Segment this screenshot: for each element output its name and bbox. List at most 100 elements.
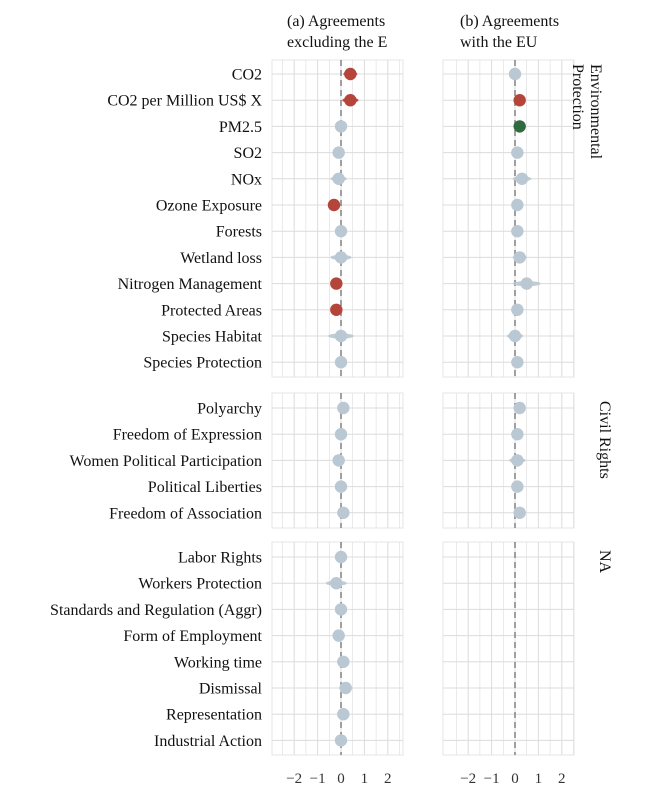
strip-label-line: Protection — [569, 64, 586, 130]
estimate-a-form-of-employment — [332, 629, 345, 642]
row-label-women-political-participation: Women Political Participation — [70, 453, 262, 470]
point-b-nitrogen-management — [512, 277, 541, 290]
panel-b-environmental-protection — [442, 59, 575, 378]
strip-labels: EnvironmentalProtection Civil Rights NA — [569, 64, 613, 574]
strip-label-line: Civil Rights — [596, 401, 613, 479]
estimate-a-nox — [332, 172, 345, 185]
point-b-so2 — [511, 146, 524, 159]
panel-a-environmental-protection — [271, 59, 404, 378]
x-tick-a-0: −2 — [286, 771, 302, 787]
point-a-nox — [330, 172, 347, 185]
row-label-ozone-exposure: Ozone Exposure — [156, 198, 262, 215]
estimate-a-wetland-loss — [334, 251, 348, 264]
estimate-a-workers-protection — [330, 577, 343, 590]
row-label-industrial-action: Industrial Action — [154, 733, 262, 750]
point-a-wetland-loss — [330, 251, 352, 264]
row-label-form-of-employment: Form of Employment — [123, 628, 262, 645]
point-b-protected-areas — [511, 303, 524, 316]
estimate-a-species-habitat — [334, 329, 348, 343]
point-a-political-liberties — [334, 480, 348, 493]
row-label-representation: Representation — [166, 707, 262, 724]
estimate-a-working-time — [337, 655, 350, 668]
row-label-wetland-loss: Wetland loss — [180, 250, 262, 267]
estimate-a-labor-rights — [334, 550, 348, 564]
point-a-so2 — [332, 146, 345, 159]
point-b-species-protection — [511, 356, 524, 369]
estimate-a-species-protection — [334, 356, 348, 369]
point-b-species-habitat — [506, 329, 524, 343]
row-label-working-time: Working time — [174, 654, 262, 671]
row-label-political-liberties: Political Liberties — [148, 479, 262, 496]
estimate-b-political-liberties — [511, 480, 524, 493]
row-label-so2: SO2 — [234, 145, 262, 162]
estimate-b-ozone-exposure — [511, 198, 524, 212]
x-tick-a-4: 2 — [384, 771, 392, 787]
point-b-political-liberties — [511, 480, 524, 493]
strip-label-line: NA — [596, 550, 613, 574]
point-a-women-political-participation — [332, 454, 345, 467]
estimate-a-freedom-of-expression — [334, 428, 348, 441]
row-label-standards-and-regulation-aggr: Standards and Regulation (Aggr) — [50, 602, 262, 619]
estimate-b-women-political-participation — [511, 454, 524, 467]
estimate-a-so2 — [332, 146, 345, 159]
point-b-co2-per-million-us-x — [513, 94, 526, 107]
estimate-b-forests — [511, 225, 524, 238]
estimate-a-co2 — [344, 67, 357, 81]
x-tick-a-3: 1 — [361, 771, 369, 787]
point-b-women-political-participation — [509, 454, 526, 467]
row-label-freedom-of-association: Freedom of Association — [109, 505, 262, 522]
panel-b-na — [442, 541, 575, 756]
point-a-freedom-of-expression — [334, 428, 348, 441]
row-label-species-protection: Species Protection — [143, 355, 262, 372]
point-a-form-of-employment — [332, 629, 345, 642]
point-a-working-time — [337, 655, 350, 668]
point-a-freedom-of-association — [337, 506, 350, 519]
row-label-forests: Forests — [216, 224, 262, 241]
x-tick-b-2: 0 — [511, 771, 519, 787]
row-label-polyarchy: Polyarchy — [197, 401, 262, 418]
estimate-b-nox — [515, 172, 529, 185]
estimate-a-industrial-action — [334, 734, 348, 747]
point-b-freedom-of-expression — [511, 428, 524, 441]
panel-title-a-line-1: excluding the E — [287, 34, 387, 51]
row-labels: CO2 CO2 per Million US$ X PM2.5 SO2 NOx Ozone… — [50, 67, 263, 750]
panel-title-a-line-0: (a) Agreements — [287, 13, 385, 30]
point-b-ozone-exposure — [511, 198, 524, 212]
point-b-nox — [512, 172, 532, 185]
estimate-b-freedom-of-association — [513, 506, 526, 519]
strip-label-na: NA — [596, 550, 613, 574]
estimate-b-species-protection — [511, 356, 524, 369]
estimate-a-protected-areas — [330, 303, 343, 316]
x-tick-a-2: 0 — [337, 771, 345, 787]
row-label-workers-protection: Workers Protection — [138, 576, 262, 593]
point-a-nitrogen-management — [330, 277, 343, 290]
estimate-b-wetland-loss — [513, 251, 526, 264]
estimate-a-women-political-participation — [332, 454, 345, 467]
point-a-polyarchy — [337, 401, 350, 415]
point-a-species-protection — [334, 356, 348, 369]
estimate-b-polyarchy — [513, 401, 526, 415]
estimate-b-protected-areas — [511, 303, 524, 316]
estimate-b-nitrogen-management — [520, 277, 533, 290]
estimate-a-co2-per-million-us-x — [344, 94, 357, 107]
panel-a-na — [271, 541, 404, 756]
point-a-co2-per-million-us-x — [342, 94, 359, 107]
x-tick-labels: −2 −1 0 1 2 −2 −1 0 1 2 — [286, 771, 565, 787]
estimate-a-forests — [334, 225, 348, 238]
panel-title-b-line-1: with the EU — [460, 34, 538, 51]
x-tick-a-1: −1 — [310, 771, 326, 787]
row-label-co2: CO2 — [232, 67, 262, 84]
estimate-a-pm2-5 — [334, 120, 348, 133]
row-label-labor-rights: Labor Rights — [178, 550, 262, 567]
point-b-polyarchy — [513, 401, 526, 415]
point-a-protected-areas — [330, 303, 343, 316]
estimate-a-freedom-of-association — [337, 506, 350, 519]
estimate-a-nitrogen-management — [330, 277, 343, 290]
point-a-co2 — [343, 67, 358, 81]
estimate-a-polyarchy — [337, 401, 350, 415]
row-label-nox: NOx — [231, 171, 262, 188]
estimate-b-pm2-5 — [513, 120, 526, 133]
point-b-co2 — [508, 67, 522, 81]
estimate-a-representation — [337, 708, 350, 721]
